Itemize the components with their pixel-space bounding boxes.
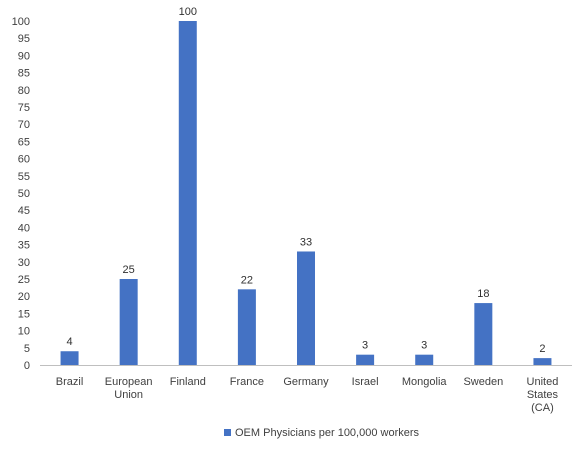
data-label: 33 [300, 236, 312, 248]
data-label: 3 [362, 340, 368, 352]
bar [474, 303, 493, 365]
y-tick-label: 70 [18, 119, 30, 131]
data-label: 2 [539, 343, 545, 355]
bar [356, 354, 375, 365]
y-tick-label: 65 [18, 136, 30, 148]
y-tick-label: 75 [18, 102, 30, 114]
y-tick-label: 35 [18, 240, 30, 252]
x-tick-label: Brazil [56, 376, 84, 388]
y-tick-label: 40 [18, 222, 30, 234]
y-tick-label: 85 [18, 68, 30, 80]
y-tick-label: 5 [24, 343, 30, 355]
y-tick-label: 50 [18, 188, 30, 200]
legend: OEM Physicians per 100,000 workers [224, 427, 420, 439]
y-tick-label: 90 [18, 50, 30, 62]
x-tick-label: European Union [105, 376, 153, 401]
y-tick-label: 80 [18, 85, 30, 97]
legend-swatch [224, 429, 231, 436]
data-label: 18 [477, 288, 489, 300]
y-tick-label: 20 [18, 291, 30, 303]
y-tick-label: 10 [18, 326, 30, 338]
x-tick-label: Israel [352, 376, 379, 388]
data-label: 3 [421, 340, 427, 352]
y-tick-label: 45 [18, 205, 30, 217]
x-tick-label: Sweden [463, 376, 503, 388]
legend-label: OEM Physicians per 100,000 workers [235, 427, 420, 439]
bar [60, 351, 79, 365]
bar [119, 279, 138, 365]
y-tick-label: 55 [18, 171, 30, 183]
bar [237, 289, 256, 365]
y-tick-label: 95 [18, 33, 30, 45]
data-label: 22 [241, 274, 253, 286]
bar [533, 358, 552, 365]
x-tick-label: Germany [283, 376, 329, 388]
bar [297, 251, 315, 365]
y-tick-label: 15 [18, 308, 30, 320]
bar [415, 354, 434, 365]
x-axis: Brazil European Union Finland France Germany I… [40, 365, 572, 414]
bar-series [60, 21, 552, 365]
data-label: 25 [123, 264, 135, 276]
y-tick-label: 25 [18, 274, 30, 286]
x-tick-label: Finland [170, 376, 206, 388]
data-label: 4 [66, 336, 72, 348]
data-label: 100 [179, 6, 197, 18]
bar [178, 21, 197, 365]
y-tick-label: 30 [18, 257, 30, 269]
y-tick-label: 60 [18, 154, 30, 166]
x-tick-label: Mongolia [402, 376, 448, 388]
y-tick-label: 100 [12, 16, 30, 28]
y-axis: 0 5 10 15 20 25 30 35 40 45 50 55 60 65 70 75 80 85 90 95 10… [12, 16, 30, 372]
y-tick-label: 0 [24, 360, 30, 372]
x-tick-label: France [230, 376, 264, 388]
x-tick-label: United States (CA) [527, 376, 559, 414]
